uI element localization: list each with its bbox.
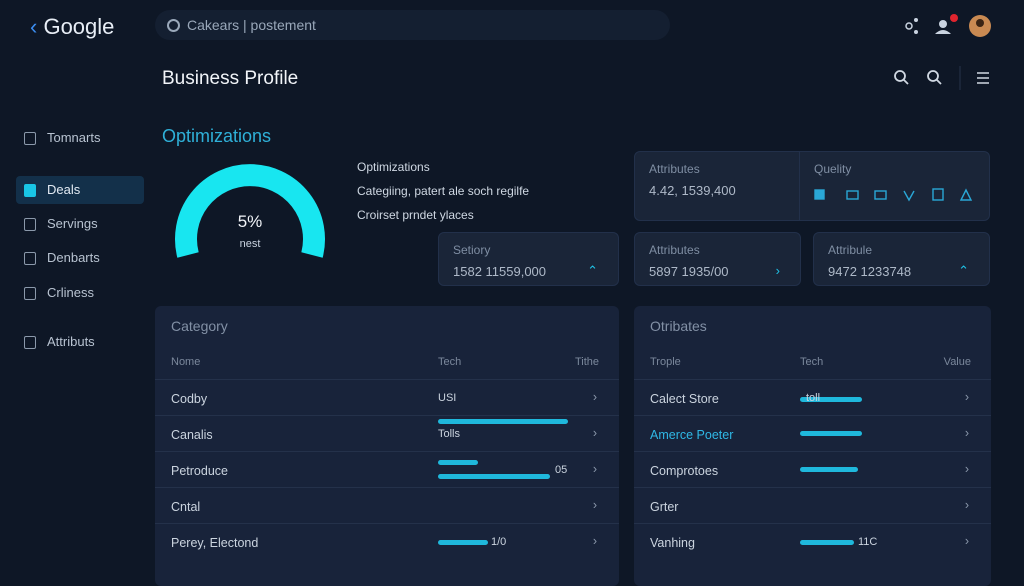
- column-header: Value: [943, 356, 971, 368]
- card-value: 4.42, 1539,400: [649, 183, 736, 198]
- row-chevron: ›: [592, 498, 597, 512]
- section-title: Optimizations: [162, 126, 272, 146]
- row-name: Calect Store: [650, 392, 719, 406]
- row-chevron: ›: [964, 390, 969, 404]
- logo-text: Google: [43, 14, 115, 39]
- left-table: Category Nome Tech Tithe Codby USI › Canalis Tol…: [155, 306, 619, 586]
- card-value: 1582 11559,000: [453, 264, 547, 279]
- right-table: Otribates Trople Tech Value Calect Store toll…: [634, 306, 991, 586]
- row-name: Grter: [650, 500, 679, 514]
- row-name: Comprotoes: [650, 464, 719, 478]
- row-chevron: ›: [964, 426, 969, 440]
- column-header: Tech: [438, 356, 462, 368]
- stat-card[interactable]: Setiory 1582 11559,000 ⌃: [438, 232, 619, 286]
- progress-bar: [438, 540, 488, 545]
- sidebar-item[interactable]: Tomnarts: [16, 124, 144, 152]
- column-header: Tech: [800, 356, 824, 368]
- card-chevron: ⌃: [958, 263, 969, 278]
- row-name: Petroduce: [171, 464, 228, 478]
- row-tech: toll: [806, 392, 821, 404]
- table-row[interactable]: Calect Store toll ›: [634, 379, 991, 415]
- table-title: Otribates: [650, 318, 707, 334]
- row-tech: 05: [555, 464, 568, 476]
- table-row[interactable]: Comprotoes ›: [634, 451, 991, 487]
- row-name: Codby: [171, 392, 208, 406]
- row-chevron: ›: [964, 462, 969, 476]
- row-chevron: ›: [964, 534, 969, 548]
- card-label: Attribule: [828, 243, 873, 257]
- progress-bar: [438, 419, 568, 424]
- progress-bar: [800, 540, 854, 545]
- quality-icons: [814, 188, 973, 202]
- search-box[interactable]: Cakears | postement: [155, 10, 670, 40]
- stat-card[interactable]: Attributes 5897 1935/00 ›: [634, 232, 801, 286]
- row-name: Perey, Electond: [171, 536, 259, 550]
- card-value: 9472 1233748: [828, 264, 912, 279]
- column-header: Trople: [650, 356, 681, 368]
- sidebar-item[interactable]: Crliness: [16, 279, 144, 307]
- info-line: Croirset prndet ylaces: [357, 208, 474, 222]
- table-row[interactable]: Canalis Tolls ›: [155, 415, 619, 451]
- row-name: Cntal: [171, 500, 201, 514]
- info-line: Categiing, patert ale soch regilfe: [357, 184, 530, 198]
- stat-card[interactable]: Attribule 9472 1233748 ⌃: [813, 232, 990, 286]
- toolbar-icons: [894, 66, 989, 90]
- stat-card[interactable]: Quelity: [800, 151, 990, 221]
- card-label: Setiory: [453, 243, 491, 257]
- sidebar-item[interactable]: Deals: [16, 176, 144, 204]
- progress-bar: [438, 474, 550, 479]
- progress-bar: [438, 460, 478, 465]
- table-row[interactable]: Grter ›: [634, 487, 991, 523]
- sidebar-item[interactable]: Servings: [16, 210, 144, 238]
- page-title: Business Profile: [162, 68, 299, 89]
- card-label: Quelity: [814, 162, 852, 176]
- progress-bar: [800, 431, 862, 436]
- card-label: Attributes: [649, 243, 700, 257]
- progress-bar: [800, 467, 858, 472]
- gauge-value: 5%: [238, 212, 263, 231]
- card-label: Attributes: [649, 162, 700, 176]
- table-row[interactable]: Petroduce 05 ›: [155, 451, 619, 487]
- table-row[interactable]: Amerce Poeter ›: [634, 415, 991, 451]
- row-chevron: ›: [592, 462, 597, 476]
- row-name: Canalis: [171, 428, 213, 442]
- sidebar-item[interactable]: Attributs: [16, 328, 144, 356]
- sidebar-item[interactable]: Denbarts: [16, 244, 144, 272]
- info-line: Optimizations: [357, 160, 430, 174]
- header-icons: [905, 14, 991, 37]
- card-chevron: ›: [775, 263, 780, 278]
- gauge: 5% nest: [175, 164, 325, 258]
- progress-bar: [800, 397, 862, 402]
- card-value: 5897 1935/00: [649, 264, 729, 279]
- card-chevron: ⌃: [587, 263, 598, 278]
- row-chevron: ›: [592, 426, 597, 440]
- table-title: Category: [171, 318, 228, 334]
- stat-card[interactable]: Attributes 4.42, 1539,400: [634, 151, 800, 221]
- row-tech: 11C: [858, 536, 878, 548]
- row-name: Amerce Poeter: [650, 428, 734, 442]
- table-row[interactable]: Perey, Electond 1/0 ›: [155, 523, 619, 559]
- row-chevron: ›: [592, 534, 597, 548]
- row-tech: Tolls: [438, 428, 461, 440]
- table-row[interactable]: Vanhing 11C ›: [634, 523, 991, 559]
- row-tech: 1/0: [491, 536, 507, 548]
- logo[interactable]: ‹ Google: [30, 14, 115, 39]
- row-tech: USI: [438, 392, 457, 404]
- row-name: Vanhing: [650, 536, 695, 550]
- gauge-caption: nest: [240, 238, 261, 250]
- column-header: Nome: [171, 356, 201, 368]
- table-row[interactable]: Cntal ›: [155, 487, 619, 523]
- table-row[interactable]: Codby USI ›: [155, 379, 619, 415]
- column-header: Tithe: [574, 356, 599, 368]
- row-chevron: ›: [592, 390, 597, 404]
- row-chevron: ›: [964, 498, 969, 512]
